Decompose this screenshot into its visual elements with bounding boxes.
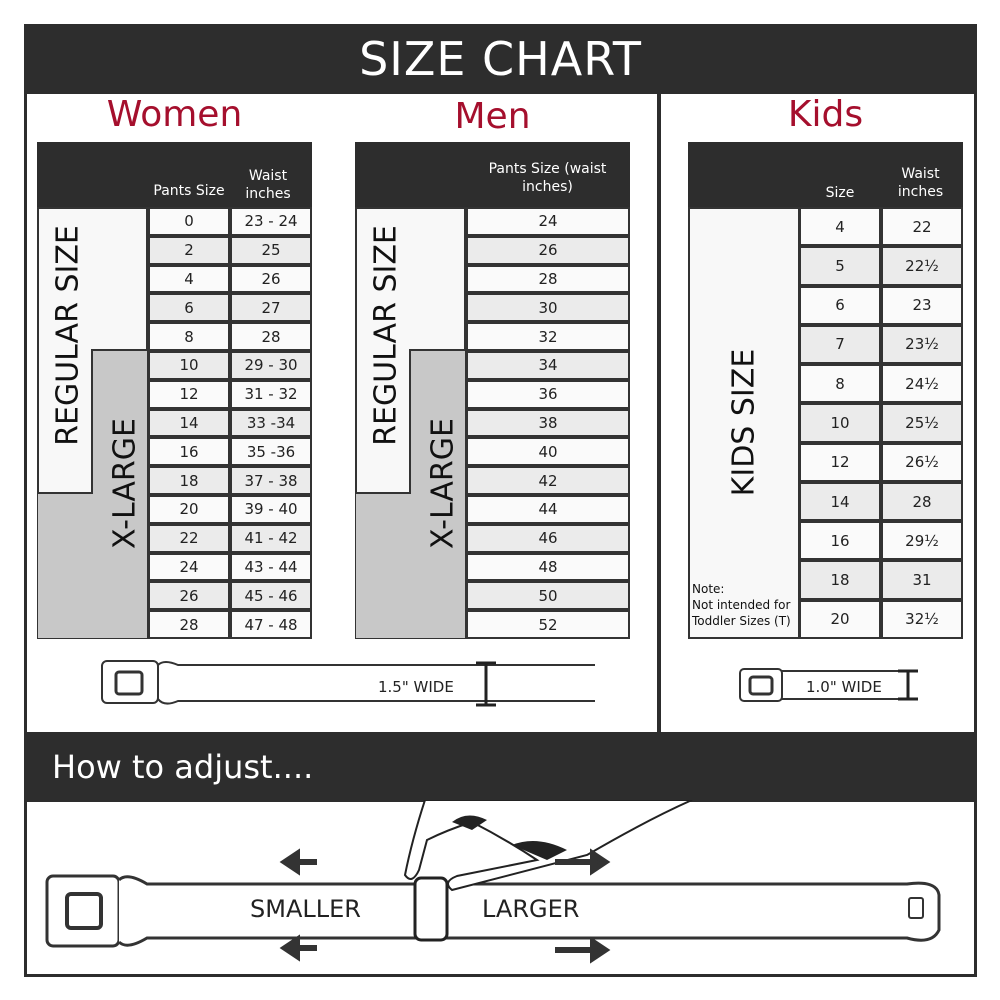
women-waist-cell: 27 [230,293,312,323]
women-table-header: Pants Size Waist inches [37,142,312,207]
women-pants-size-cell: 22 [148,523,230,553]
women-waist-cell: 26 [230,264,312,294]
women-waist-cell: 33 -34 [230,408,312,438]
kids-note-line1: Not intended for [692,598,791,612]
kids-size-cell: 16 [799,521,881,561]
men-pants-size-cell: 34 [466,351,630,380]
men-pants-size-cell: 32 [466,322,630,351]
women-waist-cell: 45 - 46 [230,581,312,611]
larger-label: LARGER [482,895,580,923]
smaller-label: SMALLER [250,895,361,923]
kids-waist-cell: 25½ [881,403,963,443]
women-title: Women [106,94,243,135]
kids-size-cell: 18 [799,560,881,600]
men-pants-size-cell: 38 [466,408,630,438]
women-waist-cell: 29 - 30 [230,351,312,380]
men-pants-size-cell: 50 [466,581,630,611]
women-waist-cell: 25 [230,235,312,265]
kids-waist-cell: 31 [881,560,963,600]
kids-waist-cell: 26½ [881,442,963,482]
kids-col-size: Size [825,185,855,201]
women-pants-size-cell: 8 [148,322,230,351]
men-pants-size-cell: 36 [466,379,630,409]
men-pants-size-cell: 46 [466,523,630,553]
men-col-pants: Pants Size (waist inches) [488,161,607,196]
women-pants-size-cell: 2 [148,235,230,265]
women-xlarge-label: X-LARGE [107,418,143,549]
women-belt-width: 1.5" WIDE [378,678,454,696]
kids-size-cell: 4 [799,207,881,247]
kids-note-title: Note: [692,582,725,596]
kids-waist-cell: 23 [881,285,963,325]
men-table-header: Pants Size (waist inches) [355,142,630,207]
women-waist-cell: 28 [230,322,312,351]
women-pants-size-cell: 10 [148,351,230,380]
kids-waist-cell: 24½ [881,364,963,404]
women-pants-size-cell: 6 [148,293,230,323]
women-waist-cell: 31 - 32 [230,379,312,409]
kids-waist-cell: 22½ [881,246,963,286]
women-pants-size-cell: 20 [148,495,230,524]
women-pants-size-cell: 0 [148,207,230,236]
men-pants-size-cell: 40 [466,437,630,467]
kids-waist-cell: 23½ [881,324,963,365]
kids-waist-cell: 22 [881,207,963,247]
men-pants-size-cell: 42 [466,466,630,495]
women-pants-size-cell: 24 [148,552,230,582]
kids-waist-cell: 28 [881,481,963,522]
kids-belt-diagram [739,668,918,702]
women-pants-size-cell: 16 [148,437,230,467]
women-waist-cell: 23 - 24 [230,207,312,236]
men-xlarge-label: X-LARGE [425,418,461,549]
kids-size-cell: 12 [799,442,881,482]
kids-waist-cell: 32½ [881,599,963,639]
women-waist-cell: 43 - 44 [230,552,312,582]
kids-size-cell: 6 [799,285,881,325]
men-pants-size-cell: 24 [466,207,630,236]
women-pants-size-cell: 26 [148,581,230,611]
men-regular-label: REGULAR SIZE [368,225,404,446]
men-size-groups [355,207,467,639]
kids-size-label: KIDS SIZE [726,348,762,497]
women-waist-cell: 39 - 40 [230,495,312,524]
women-pants-size-cell: 14 [148,408,230,438]
women-belt-diagram [101,660,595,707]
page-title: SIZE CHART [24,24,977,94]
women-waist-cell: 41 - 42 [230,523,312,553]
kids-size-cell: 5 [799,246,881,286]
men-pants-size-cell: 28 [466,264,630,294]
kids-size-cell: 20 [799,599,881,639]
kids-title: Kids [787,94,864,135]
kids-belt-width: 1.0" WIDE [806,678,882,696]
women-waist-cell: 37 - 38 [230,466,312,495]
men-pants-size-cell: 26 [466,235,630,265]
kids-note: Note: Not intended for Toddler Sizes (T) [692,581,791,629]
women-col-pants: Pants Size [153,183,225,199]
kids-size-cell: 14 [799,481,881,522]
women-waist-cell: 35 -36 [230,437,312,467]
kids-size-cell: 8 [799,364,881,404]
kids-waist-cell: 29½ [881,521,963,561]
kids-col-waist: Waist inches [897,166,944,201]
women-waist-cell: 47 - 48 [230,610,312,639]
section-divider [657,94,661,732]
women-regular-label: REGULAR SIZE [50,225,86,446]
adjust-title: How to adjust.... [24,732,977,802]
men-pants-size-cell: 52 [466,610,630,639]
men-pants-size-cell: 30 [466,293,630,323]
kids-size-cell: 10 [799,403,881,443]
women-pants-size-cell: 18 [148,466,230,495]
women-pants-size-cell: 28 [148,610,230,639]
women-col-waist: Waist inches [245,168,291,203]
women-pants-size-cell: 12 [148,379,230,409]
kids-table-header: Size Waist inches [688,142,963,207]
men-pants-size-cell: 48 [466,552,630,582]
adjust-belt-diagram [45,800,941,964]
men-title: Men [454,96,531,137]
kids-note-line2: Toddler Sizes (T) [692,614,791,628]
men-pants-size-cell: 44 [466,495,630,524]
women-pants-size-cell: 4 [148,264,230,294]
kids-size-cell: 7 [799,324,881,365]
